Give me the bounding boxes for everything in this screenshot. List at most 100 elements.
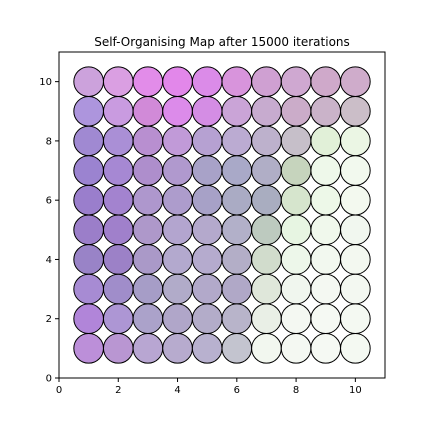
som-node-10-10 — [340, 66, 371, 97]
som-node-9-4 — [310, 244, 342, 275]
som-node-10-6 — [340, 184, 371, 216]
som-node-4-10 — [162, 66, 193, 97]
som-node-5-3 — [191, 273, 223, 305]
som-node-5-4 — [191, 244, 223, 275]
som-node-5-5 — [191, 214, 223, 246]
som-node-4-1 — [162, 333, 193, 364]
x-axis: 0 2 4 6 8 10 — [56, 378, 362, 396]
som-node-1-3 — [73, 273, 104, 305]
y-axis: 0 2 4 6 8 10 — [39, 77, 59, 385]
som-node-1-9 — [73, 95, 104, 127]
y-tick-label: 10 — [39, 77, 52, 88]
som-node-10-1 — [340, 333, 371, 364]
y-tick-label: 4 — [46, 255, 52, 266]
som-node-10-7 — [340, 155, 371, 186]
som-node-2-7 — [102, 155, 134, 186]
som-node-8-4 — [280, 244, 312, 275]
som-node-9-8 — [310, 125, 342, 157]
som-node-1-4 — [73, 244, 104, 275]
x-tick-label: 0 — [56, 385, 62, 396]
som-node-1-7 — [73, 155, 104, 186]
som-node-1-2 — [73, 303, 104, 335]
x-tick-label: 4 — [174, 385, 180, 396]
x-tick-label: 6 — [234, 385, 240, 396]
som-node-1-6 — [73, 184, 104, 216]
som-node-6-5 — [221, 214, 253, 246]
som-node-7-1 — [251, 333, 282, 364]
som-node-1-10 — [73, 66, 104, 97]
som-node-4-9 — [162, 95, 193, 127]
som-node-2-10 — [102, 66, 134, 97]
y-tick-label: 2 — [46, 314, 52, 325]
y-tick-label: 0 — [46, 374, 52, 385]
som-node-5-8 — [191, 125, 223, 157]
som-node-9-6 — [310, 184, 342, 216]
som-node-8-2 — [280, 303, 312, 335]
som-node-4-4 — [162, 244, 193, 275]
som-node-2-5 — [102, 214, 134, 246]
y-tick-label: 8 — [46, 136, 52, 147]
som-node-1-8 — [73, 125, 104, 157]
som-node-5-9 — [191, 95, 223, 127]
som-node-2-2 — [102, 303, 134, 335]
som-node-3-10 — [132, 66, 164, 97]
som-node-6-7 — [221, 155, 253, 186]
som-node-4-8 — [162, 125, 193, 157]
chart-title: Self-Organising Map after 15000 iteratio… — [94, 35, 350, 49]
som-node-4-7 — [162, 155, 193, 186]
som-node-4-5 — [162, 214, 193, 246]
som-node-8-9 — [280, 95, 312, 127]
x-tick-label: 10 — [349, 385, 362, 396]
som-node-3-4 — [132, 244, 164, 275]
som-node-4-3 — [162, 273, 193, 305]
som-node-6-8 — [221, 125, 253, 157]
som-node-10-9 — [340, 95, 371, 127]
som-node-7-5 — [251, 214, 282, 246]
som-node-6-9 — [221, 95, 253, 127]
x-tick-label: 2 — [115, 385, 121, 396]
som-node-10-8 — [340, 125, 371, 157]
som-node-5-1 — [191, 333, 223, 364]
som-node-5-10 — [191, 66, 223, 97]
som-node-3-6 — [132, 184, 164, 216]
som-node-2-8 — [102, 125, 134, 157]
som-node-8-7 — [280, 155, 312, 186]
som-node-5-2 — [191, 303, 223, 335]
som-node-10-5 — [340, 214, 371, 246]
som-node-9-9 — [310, 95, 342, 127]
som-node-7-2 — [251, 303, 282, 335]
som-node-7-6 — [251, 184, 282, 216]
som-node-9-10 — [310, 66, 342, 97]
som-node-9-1 — [310, 333, 342, 364]
som-node-8-1 — [280, 333, 312, 364]
som-node-6-6 — [221, 184, 253, 216]
som-node-10-2 — [340, 303, 371, 335]
som-node-3-5 — [132, 214, 164, 246]
som-node-grid — [73, 66, 371, 364]
som-node-2-9 — [102, 95, 134, 127]
som-node-9-7 — [310, 155, 342, 186]
som-node-10-3 — [340, 273, 371, 305]
y-tick-label: 6 — [46, 196, 52, 207]
som-node-2-6 — [102, 184, 134, 216]
som-node-2-3 — [102, 273, 134, 305]
som-node-4-2 — [162, 303, 193, 335]
som-node-5-7 — [191, 155, 223, 186]
som-node-6-3 — [221, 273, 253, 305]
som-node-7-8 — [251, 125, 282, 157]
som-node-7-9 — [251, 95, 282, 127]
som-node-9-5 — [310, 214, 342, 246]
som-node-7-4 — [251, 244, 282, 275]
som-node-8-8 — [280, 125, 312, 157]
som-node-3-8 — [132, 125, 164, 157]
som-node-6-4 — [221, 244, 253, 275]
som-node-3-3 — [132, 273, 164, 305]
som-node-8-3 — [280, 273, 312, 305]
som-node-1-5 — [73, 214, 104, 246]
som-node-7-3 — [251, 273, 282, 305]
plot-frame — [58, 51, 386, 379]
som-node-6-10 — [221, 66, 253, 97]
som-node-1-1 — [73, 333, 104, 364]
